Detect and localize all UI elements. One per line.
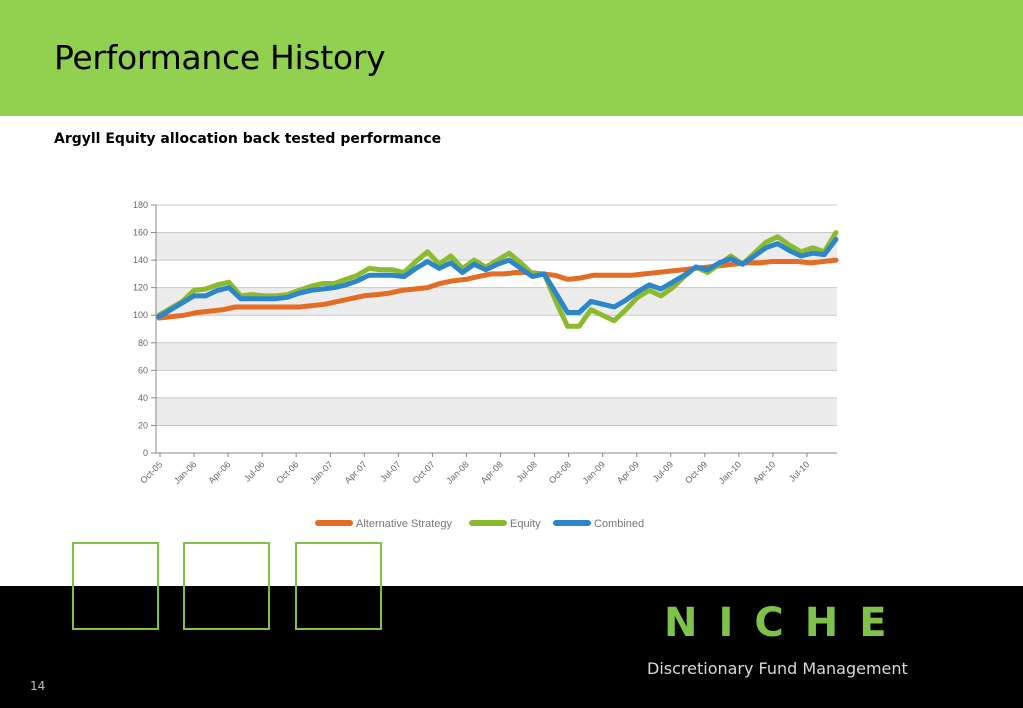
- y-tick-label: 20: [138, 420, 148, 430]
- x-tick-label: Apr-10: [751, 459, 777, 485]
- chart-subtitle: Argyll Equity allocation back tested per…: [54, 131, 442, 147]
- x-tick-label: Jul-09: [651, 459, 675, 483]
- y-tick-label: 80: [138, 338, 148, 348]
- x-tick-label: Jul-06: [242, 459, 266, 483]
- legend-label-3: Combined: [594, 518, 644, 530]
- y-tick-label: 180: [133, 200, 148, 210]
- header-band: [0, 0, 1023, 116]
- x-tick-label: Oct-08: [547, 459, 573, 485]
- x-tick-label: Oct-07: [411, 459, 437, 485]
- grid-band: [156, 232, 837, 261]
- x-tick-label: Jul-10: [787, 459, 811, 483]
- x-tick-label: Apr-06: [206, 459, 232, 485]
- image-frame-2: [183, 542, 270, 630]
- x-tick-label: Apr-08: [479, 459, 505, 485]
- grid-band: [156, 287, 837, 316]
- y-tick-label: 120: [133, 283, 148, 293]
- y-tick-label: 0: [143, 448, 148, 458]
- series-line-3: [156, 236, 839, 320]
- x-tick-label: Jan-07: [308, 459, 335, 486]
- x-tick-label: Jul-08: [515, 459, 539, 483]
- x-tick-label: Jan-10: [717, 459, 744, 486]
- series-line-1: [156, 257, 839, 321]
- footer-band: [0, 586, 1023, 708]
- x-tick-label: Oct-09: [683, 459, 709, 485]
- y-tick-label: 140: [133, 255, 148, 265]
- y-tick-label: 60: [138, 365, 148, 375]
- y-tick-label: 100: [133, 310, 148, 320]
- image-frame-3: [295, 542, 382, 630]
- performance-chart: 0 20 40 60 80 100 120 140 160 180 Oct-05 Jan-06 Apr-…: [133, 200, 839, 530]
- legend-label-2: Equity: [510, 518, 541, 530]
- grid-band: [156, 342, 837, 371]
- x-tick-label: Apr-09: [615, 459, 641, 485]
- image-frame-1: [72, 542, 159, 630]
- brand-logo: NICHE: [664, 600, 908, 646]
- x-tick-label: Oct-05: [138, 459, 164, 485]
- y-tick-label: 160: [133, 228, 148, 238]
- page-title: Performance History: [54, 38, 386, 77]
- page-number: 14: [30, 679, 46, 693]
- x-tick-label: Apr-07: [343, 459, 369, 485]
- x-tick-label: Jan-08: [444, 459, 471, 486]
- x-tick-label: Oct-06: [274, 459, 300, 485]
- x-tick-label: Jan-09: [581, 459, 608, 486]
- brand-tagline: Discretionary Fund Management: [647, 659, 908, 678]
- x-tick-label: Jul-07: [378, 459, 402, 483]
- legend-label-1: Alternative Strategy: [356, 518, 452, 530]
- grid-band: [156, 397, 837, 426]
- y-tick-label: 40: [138, 393, 148, 403]
- x-tick-label: Jan-06: [172, 459, 199, 486]
